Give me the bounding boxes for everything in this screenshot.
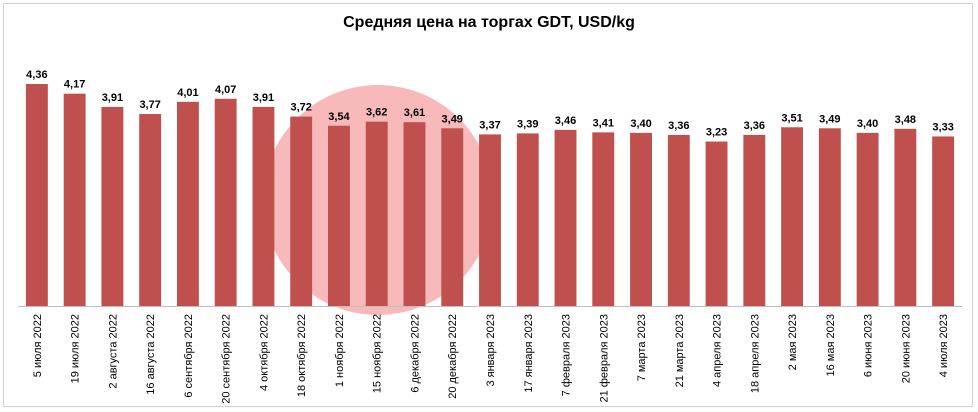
bar-value-label: 4,17 [64,79,85,91]
value-labels-group: 4,36 4,17 3,91 3,77 4,01 4,07 3,91 3,72 3,54 3,62… [26,69,954,139]
bar-value-label: 3,39 [517,118,538,130]
x-tick-label: 7 февраля 2023 [561,314,573,396]
bar-value-label: 3,61 [404,107,425,119]
bar [176,101,199,306]
x-tick-label: 21 февраля 2023 [598,314,610,402]
bar [894,128,917,306]
x-tick-label: 20 июня 2023 [900,314,912,383]
x-tick-label: 20 декабря 2022 [447,314,459,399]
x-tick-label: 4 июля 2023 [938,314,950,377]
bar [63,93,86,306]
x-tick-label: 6 декабря 2022 [409,314,421,393]
bar [328,125,350,306]
x-tick-label: 2 мая 2023 [787,314,799,370]
bar-value-label: 3,37 [479,119,500,131]
x-tick-label: 21 марта 2023 [674,314,686,387]
bar-value-label: 3,77 [139,99,160,111]
x-tick-label: 19 июля 2022 [70,314,82,383]
bar [781,127,804,306]
bar [403,122,426,306]
bar [856,132,879,306]
x-tick-label: 3 января 2023 [485,314,497,387]
bar [139,114,162,306]
bar-value-label: 3,36 [668,120,689,132]
bar-value-label: 3,23 [706,127,727,139]
bar [441,128,464,306]
bar [667,134,690,306]
x-tick-label: 16 мая 2023 [825,314,837,376]
bar-value-label: 3,72 [290,102,311,114]
bar [290,116,313,306]
bar [743,134,766,306]
bar-value-label: 3,33 [932,121,953,133]
bar-value-label: 3,46 [555,115,576,127]
bar [630,132,652,306]
bar-value-label: 3,40 [857,118,878,130]
chart-title: Средняя цена на торгах GDT, USD/kg [343,14,635,31]
x-tick-label: 20 сентября 2022 [221,314,233,404]
bar [932,136,955,306]
x-tick-label: 18 апреля 2023 [749,314,761,393]
bar [252,106,275,306]
bar-value-label: 4,01 [177,87,198,99]
x-tick-label: 7 марта 2023 [636,314,648,381]
x-tick-label: 2 августа 2022 [107,314,119,389]
bar [479,134,501,306]
x-tick-label: 16 августа 2022 [145,314,157,395]
bar-value-label: 3,49 [442,113,463,125]
bar-value-label: 3,54 [328,111,350,123]
bar [592,132,615,306]
bar-value-label: 3,62 [366,107,387,119]
x-tick-label: 17 января 2023 [523,314,535,393]
bar-value-label: 3,91 [253,92,274,104]
bar [101,106,124,306]
bar [365,121,388,307]
x-tick-label: 15 ноября 2022 [372,314,384,393]
x-tick-label: 4 апреля 2023 [712,314,724,387]
bar [705,141,728,306]
bar-value-label: 3,36 [744,120,765,132]
bar-value-label: 3,91 [102,92,123,104]
x-tick-label: 18 октября 2022 [296,314,308,397]
x-tick-label: 6 июня 2023 [863,314,875,377]
bar-value-label: 3,49 [819,113,840,125]
bar-value-label: 4,36 [26,69,47,81]
bar-value-label: 3,51 [781,112,802,124]
bar-value-label: 3,48 [895,114,916,126]
x-tick-label: 6 сентября 2022 [183,314,195,398]
x-tick-label: 4 октября 2022 [258,314,270,391]
tick-labels-group: 5 июля 2022 19 июля 2022 2 августа 2022 16 … [32,314,950,404]
bar-value-label: 4,07 [215,84,236,96]
bar [214,98,237,307]
bar-value-label: 3,41 [593,117,614,129]
bar [554,129,577,306]
bar [818,128,841,306]
bar [516,133,539,306]
bar [25,84,48,306]
bars-group [25,84,955,307]
x-tick-label: 1 ноября 2022 [334,314,346,387]
x-tick-label: 5 июля 2022 [32,314,44,377]
bar-value-label: 3,40 [630,118,651,130]
